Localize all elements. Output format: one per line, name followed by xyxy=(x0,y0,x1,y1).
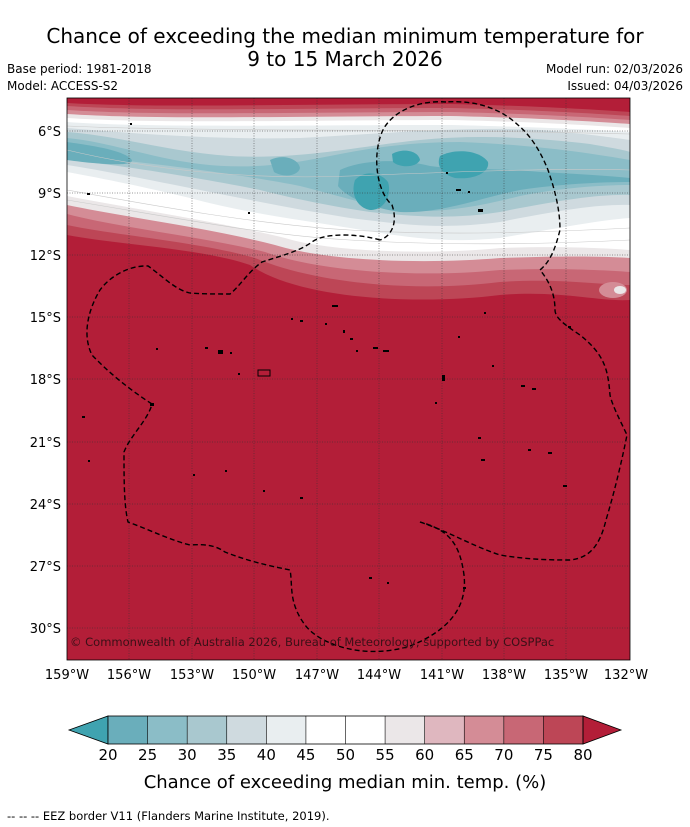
colorbar-tick-label: 35 xyxy=(217,746,237,764)
band-20c xyxy=(270,157,300,176)
title-line-1: Chance of exceeding the median minimum t… xyxy=(46,24,644,48)
lon-label: 138°W xyxy=(482,668,526,683)
colorbar-tick-label: 65 xyxy=(454,746,474,764)
colorbar-extend-low xyxy=(67,715,109,745)
colorbar-segment xyxy=(503,716,544,744)
colorbar-segment xyxy=(385,716,425,744)
colorbar-tick-label: 50 xyxy=(335,746,356,764)
lon-label: 156°W xyxy=(107,668,151,683)
lat-label: 24°S xyxy=(30,498,61,513)
lat-label: 27°S xyxy=(30,560,61,575)
colorbar-segment xyxy=(266,716,306,744)
lat-label: 15°S xyxy=(30,311,61,326)
eez-footnote: -- -- -- EEZ border V11 (Flanders Marine… xyxy=(7,809,330,823)
colorbar-segment xyxy=(305,716,346,744)
colorbar-segment xyxy=(187,716,227,744)
band-25a xyxy=(67,142,132,165)
lon-label: 135°W xyxy=(544,668,588,683)
colorbar-segment xyxy=(464,716,504,744)
colorbar-segment xyxy=(424,716,465,744)
lon-label: 159°W xyxy=(45,668,89,683)
lat-label: 9°S xyxy=(38,187,61,202)
lat-label: 21°S xyxy=(30,436,61,451)
lon-label: 132°W xyxy=(604,668,648,683)
colorbar-tick-label: 70 xyxy=(494,746,514,764)
colorbar-segment xyxy=(543,716,583,744)
lon-label: 153°W xyxy=(170,668,214,683)
lon-label: 141°W xyxy=(420,668,464,683)
colorbar-segment xyxy=(147,716,188,744)
colorbar-title: Chance of exceeding median min. temp. (%… xyxy=(143,772,547,793)
title-line-2: 9 to 15 March 2026 xyxy=(247,47,443,71)
colorbar-tick-label: 30 xyxy=(177,746,197,764)
eez-border xyxy=(86,101,628,653)
colorbar-tick-label: 40 xyxy=(256,746,276,764)
island-specks xyxy=(82,123,571,589)
base-period: Base period: 1981-2018 xyxy=(7,62,152,76)
model-name: Model: ACCESS-S2 xyxy=(7,79,119,93)
lat-labels: 6°S 9°S 12°S 15°S 18°S 21°S 24°S 27°S 30… xyxy=(30,125,61,637)
colorbar-tick-label: 60 xyxy=(415,746,435,764)
colorbar-segment xyxy=(108,716,148,744)
lon-label: 150°W xyxy=(232,668,276,683)
colorbar-segment xyxy=(226,716,267,744)
lat-label: 6°S xyxy=(38,125,61,140)
band-20a xyxy=(353,173,390,210)
band-20d xyxy=(392,150,420,167)
map-frame xyxy=(66,97,631,661)
colorbar-tick-label: 75 xyxy=(533,746,553,764)
model-run: Model run: 02/03/2026 xyxy=(545,62,683,76)
lat-label: 30°S xyxy=(30,622,61,637)
lon-labels: 159°W 156°W 153°W 150°W 147°W 144°W 141°… xyxy=(45,668,648,683)
lat-label: 12°S xyxy=(30,249,61,264)
lon-label: 147°W xyxy=(295,668,339,683)
colorbar-extend-high xyxy=(582,715,623,745)
graticule xyxy=(67,98,630,660)
issued-date: Issued: 04/03/2026 xyxy=(567,79,683,93)
colorbar-tick-label: 25 xyxy=(138,746,158,764)
colorbar-tick-label: 80 xyxy=(573,746,593,764)
lon-label: 144°W xyxy=(357,668,401,683)
colorbar-segment xyxy=(345,716,386,744)
colorbar-tick-label: 55 xyxy=(375,746,395,764)
colorbar-tick-label: 20 xyxy=(98,746,118,764)
colorbar xyxy=(67,715,623,745)
colorbar-tick-label: 45 xyxy=(296,746,316,764)
map-credit: © Commonwealth of Australia 2026, Bureau… xyxy=(70,635,554,649)
lat-label: 18°S xyxy=(30,373,61,388)
